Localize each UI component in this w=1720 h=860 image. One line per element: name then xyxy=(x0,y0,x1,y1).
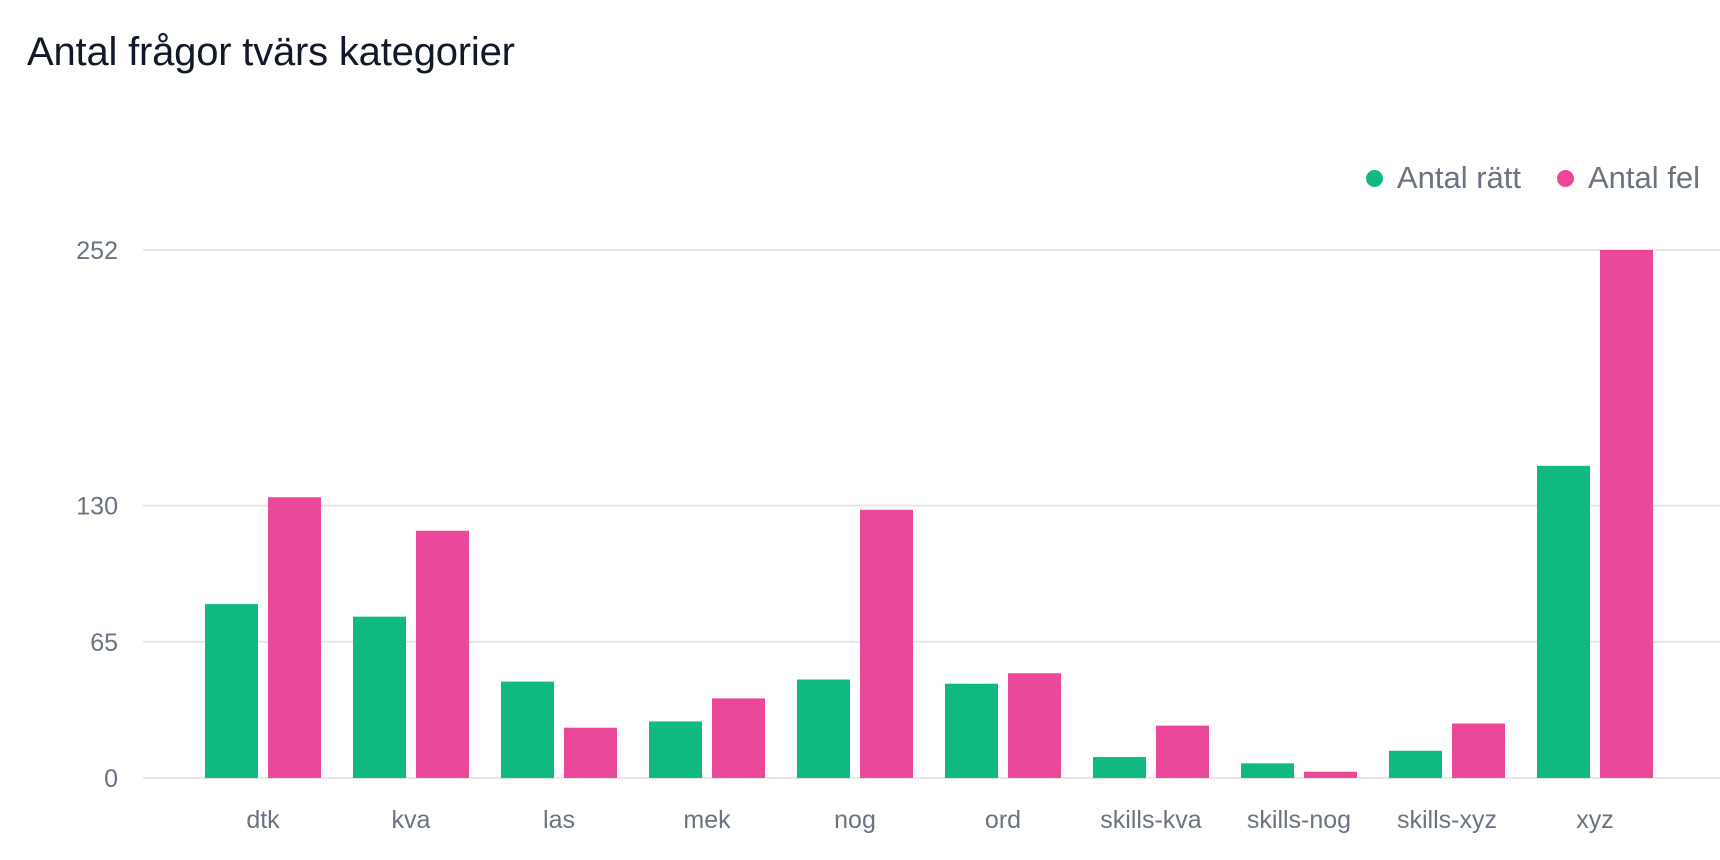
y-tick-label: 0 xyxy=(104,765,118,793)
x-tick-label-las: las xyxy=(543,806,575,834)
bar-dtk-fel[interactable] xyxy=(268,497,321,778)
bar-layer xyxy=(205,250,1653,778)
legend-dot-antal-fel xyxy=(1556,169,1574,187)
y-tick-label: 252 xyxy=(76,237,118,265)
bar-kva-fel[interactable] xyxy=(416,530,469,778)
x-tick-label-dtk: dtk xyxy=(246,806,280,834)
bar-xyz-fel[interactable] xyxy=(1600,250,1653,778)
bar-las-fel[interactable] xyxy=(564,727,617,778)
x-tick-label-xyz: xyz xyxy=(1576,806,1614,834)
legend-label-antal-fel: Antal fel xyxy=(1587,160,1700,195)
bar-ord-fel[interactable] xyxy=(1008,673,1061,778)
y-tick-label: 130 xyxy=(76,493,118,521)
bar-skills-kva-fel[interactable] xyxy=(1156,725,1209,778)
bar-xyz-ratt[interactable] xyxy=(1537,465,1590,778)
bar-skills-xyz-ratt[interactable] xyxy=(1389,750,1442,778)
x-tick-label-skills-kva: skills-kva xyxy=(1100,806,1201,834)
x-tick-label-nog: nog xyxy=(834,806,876,834)
bar-dtk-ratt[interactable] xyxy=(205,604,258,778)
legend: Antal rätt Antal fel xyxy=(1365,160,1700,196)
legend-label-antal-ratt: Antal rätt xyxy=(1396,160,1521,195)
bar-skills-nog-ratt[interactable] xyxy=(1241,763,1294,778)
bar-skills-kva-ratt[interactable] xyxy=(1093,757,1146,778)
label-layer: 0 65 130 252 dtk kva las mek nog ord skills-kva ski… xyxy=(76,237,1613,834)
legend-item-antal-ratt[interactable]: Antal rätt xyxy=(1365,160,1521,196)
bar-ord-ratt[interactable] xyxy=(945,683,998,778)
bar-nog-fel[interactable] xyxy=(860,509,913,778)
bar-nog-ratt[interactable] xyxy=(797,679,850,778)
x-tick-label-skills-xyz: skills-xyz xyxy=(1397,806,1497,834)
bar-skills-xyz-fel[interactable] xyxy=(1452,723,1505,778)
bar-mek-fel[interactable] xyxy=(712,698,765,778)
bar-las-ratt[interactable] xyxy=(501,681,554,778)
legend-item-antal-fel[interactable]: Antal fel xyxy=(1556,160,1700,196)
x-tick-label-kva: kva xyxy=(392,806,431,834)
x-tick-label-mek: mek xyxy=(683,806,731,834)
x-tick-label-ord: ord xyxy=(985,806,1021,834)
x-tick-label-skills-nog: skills-nog xyxy=(1247,806,1351,834)
chart-title: Antal frågor tvärs kategorier xyxy=(27,30,515,74)
bar-mek-ratt[interactable] xyxy=(649,721,702,778)
bar-kva-ratt[interactable] xyxy=(353,616,406,778)
y-tick-label: 65 xyxy=(90,629,118,657)
bar-skills-nog-fel[interactable] xyxy=(1304,771,1357,778)
legend-dot-antal-ratt xyxy=(1365,169,1383,187)
